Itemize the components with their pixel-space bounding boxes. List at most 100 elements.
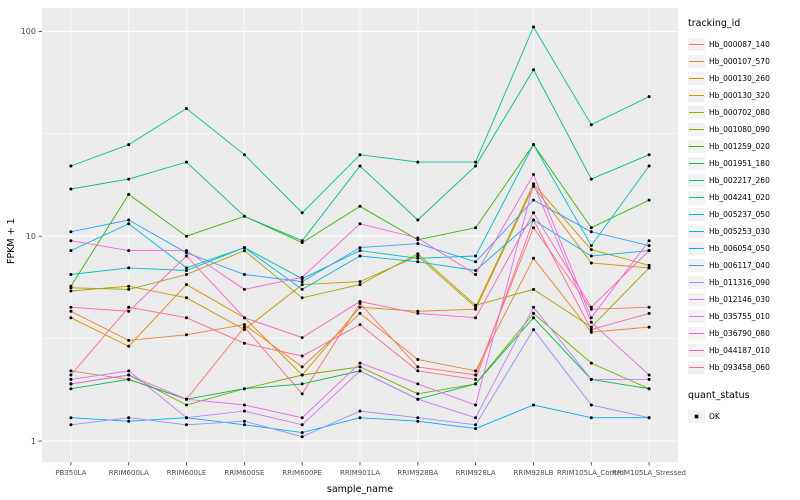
data-point xyxy=(358,416,362,420)
data-point xyxy=(69,284,73,288)
data-point xyxy=(69,289,73,293)
data-point xyxy=(300,392,304,396)
legend-key-line-icon xyxy=(688,276,705,289)
data-point xyxy=(416,256,420,260)
data-point xyxy=(532,184,535,188)
data-point xyxy=(474,403,478,407)
legend-title-tracking-id: tracking_id xyxy=(688,18,741,29)
data-point xyxy=(127,305,131,309)
data-point xyxy=(589,123,593,127)
legend-key-line-icon xyxy=(688,242,705,255)
data-point xyxy=(589,244,593,248)
legend-item-label: Hb_005237_050 xyxy=(709,210,770,219)
data-point xyxy=(474,427,478,431)
data-point xyxy=(416,260,420,264)
legend-key-line-icon xyxy=(688,140,705,153)
data-point xyxy=(242,323,246,327)
data-point xyxy=(647,387,651,391)
legend-key-line-icon xyxy=(688,208,705,221)
data-point xyxy=(589,305,593,309)
data-point xyxy=(416,311,420,315)
legend-item: Hb_001951_180 xyxy=(688,155,800,172)
data-point xyxy=(69,423,73,427)
data-point xyxy=(242,409,246,413)
data-point xyxy=(474,164,478,168)
data-point xyxy=(127,416,131,420)
legend-key-line-icon xyxy=(688,106,705,119)
x-tick-label: PB350LA xyxy=(55,469,86,477)
data-point xyxy=(185,333,188,337)
x-tick-label: RRIM600SE xyxy=(224,469,264,477)
y-tick-label: 1 xyxy=(31,437,36,446)
data-point xyxy=(242,341,246,345)
data-point xyxy=(300,239,304,243)
legend-item: Hb_036790_080 xyxy=(688,325,800,342)
data-point xyxy=(416,397,420,401)
data-point xyxy=(185,283,188,287)
legend-key-line-icon xyxy=(688,310,705,323)
data-point xyxy=(589,177,593,181)
data-point xyxy=(589,325,593,329)
data-point xyxy=(532,143,535,147)
data-point xyxy=(647,249,651,253)
data-point xyxy=(474,416,478,420)
legend-item: Hb_000130_320 xyxy=(688,87,800,104)
legend-items-quant-status: OK xyxy=(688,408,800,425)
y-axis-title: FPKM + 1 xyxy=(6,218,17,264)
data-point xyxy=(416,252,420,256)
data-point xyxy=(69,369,73,373)
legend-item-label: Hb_035755_010 xyxy=(709,312,770,321)
data-point xyxy=(127,284,131,288)
data-point xyxy=(532,287,535,291)
legend-key-line-icon xyxy=(688,157,705,170)
data-point xyxy=(532,305,535,309)
legend-item: Hb_000130_260 xyxy=(688,70,800,87)
data-point xyxy=(474,254,478,258)
legend-item-label: Hb_005253_030 xyxy=(709,227,770,236)
data-point xyxy=(185,273,188,276)
data-point xyxy=(300,416,304,420)
data-point xyxy=(300,354,304,358)
data-point xyxy=(300,365,304,369)
data-point xyxy=(300,280,304,284)
data-point xyxy=(127,249,131,253)
data-point xyxy=(532,173,535,176)
legend-item: Hb_001080_090 xyxy=(688,121,800,138)
legend-item-label: Hb_044187_010 xyxy=(709,346,770,355)
legend-item-label: Hb_006054_050 xyxy=(709,244,770,253)
data-point xyxy=(242,325,246,329)
data-point xyxy=(589,316,593,320)
data-point xyxy=(69,382,73,386)
data-point xyxy=(242,328,246,332)
data-point xyxy=(589,328,593,332)
data-point xyxy=(185,107,188,110)
data-point xyxy=(242,423,246,427)
data-point xyxy=(242,273,246,276)
data-point xyxy=(416,236,420,240)
y-tick-label: 10 xyxy=(26,232,36,241)
data-point xyxy=(127,309,131,313)
legend-key-line-icon xyxy=(688,327,705,340)
legend-item: Hb_012146_030 xyxy=(688,291,800,308)
data-point xyxy=(589,226,593,230)
data-point xyxy=(358,369,362,373)
data-point xyxy=(127,143,131,147)
x-tick-label: RRIM600PE xyxy=(282,469,322,477)
data-point xyxy=(589,254,593,258)
data-point xyxy=(127,222,131,226)
data-point xyxy=(647,416,651,420)
data-point xyxy=(185,416,188,420)
data-point xyxy=(358,361,362,365)
data-point xyxy=(589,248,593,252)
data-point xyxy=(242,153,246,157)
data-point xyxy=(416,242,420,246)
data-point xyxy=(300,336,304,340)
legend-item-label: Hb_000087_140 xyxy=(709,40,770,49)
data-point xyxy=(69,249,73,253)
data-point xyxy=(69,377,73,381)
legend-item-label: Hb_000130_260 xyxy=(709,74,770,83)
data-point xyxy=(300,275,304,279)
data-point xyxy=(242,387,246,391)
x-axis-title: sample_name xyxy=(326,484,394,495)
legend-item: Hb_000702_080 xyxy=(688,104,800,121)
